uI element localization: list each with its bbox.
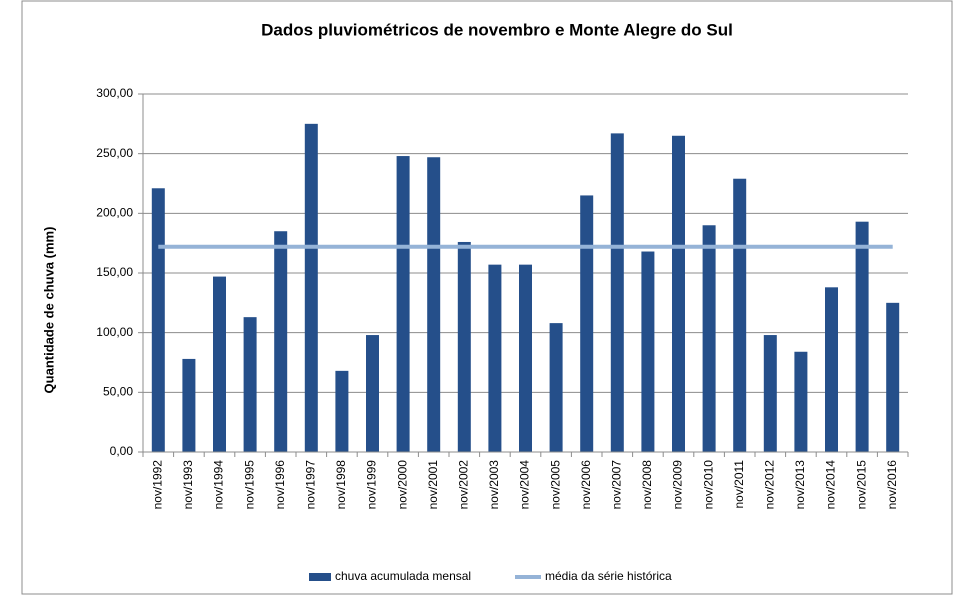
bar	[610, 133, 624, 452]
x-tick-label: nov/2013	[793, 460, 807, 510]
x-tick-label: nov/1998	[334, 460, 348, 510]
bar	[886, 302, 900, 452]
bar	[457, 241, 471, 452]
bar	[641, 251, 655, 452]
bar	[825, 287, 838, 452]
legend-label: chuva acumulada mensal	[335, 569, 471, 583]
x-tick-label: nov/2004	[518, 460, 532, 510]
bar	[519, 264, 532, 452]
x-tick-label: nov/2012	[762, 460, 776, 510]
x-tick-label: nov/1994	[212, 460, 226, 510]
bar	[488, 264, 502, 452]
x-tick-label: nov/1995	[242, 460, 256, 510]
bar	[274, 231, 288, 452]
x-tick-label: nov/1992	[150, 460, 164, 510]
chart-frame	[21, 0, 953, 595]
x-tick-label: nov/1997	[303, 460, 317, 510]
x-tick-label: nov/1996	[273, 460, 287, 510]
bar	[335, 370, 349, 452]
bar	[763, 335, 777, 452]
x-tick-label: nov/2010	[701, 460, 715, 510]
bar	[733, 178, 747, 452]
chart-title: Dados pluviométricos de novembro e Monte…	[261, 20, 733, 39]
bar	[243, 317, 257, 452]
bar	[151, 188, 165, 453]
bar	[366, 335, 379, 452]
x-tick-label: nov/1993	[181, 460, 195, 510]
bar	[396, 156, 410, 452]
y-tick-label: 100,00	[96, 325, 133, 339]
bar	[672, 135, 685, 452]
x-tick-label: nov/2008	[640, 460, 654, 510]
x-tick-label: nov/2016	[885, 460, 899, 510]
bar	[549, 323, 563, 452]
x-tick-label: nov/2002	[456, 460, 470, 510]
bar	[213, 276, 226, 452]
y-tick-label: 300,00	[96, 86, 133, 100]
legend-label: média da série histórica	[545, 569, 672, 583]
y-tick-label: 250,00	[96, 146, 133, 160]
bar	[794, 351, 808, 452]
x-tick-label: nov/2014	[824, 460, 838, 510]
x-tick-label: nov/2009	[671, 460, 685, 510]
y-axis-title: Quantidade de chuva (mm)	[41, 227, 56, 394]
x-tick-label: nov/2000	[395, 460, 409, 510]
bar	[702, 225, 716, 452]
y-tick-label: 200,00	[96, 206, 133, 220]
bar	[855, 221, 869, 452]
y-tick-label: 0,00	[110, 444, 134, 458]
legend-swatch	[309, 573, 331, 581]
x-tick-label: nov/2011	[732, 460, 746, 509]
x-tick-label: nov/2015	[854, 460, 868, 510]
x-tick-label: nov/2001	[426, 460, 440, 510]
x-tick-label: nov/2003	[487, 460, 501, 510]
x-tick-label: nov/2006	[579, 460, 593, 510]
x-tick-label: nov/1999	[365, 460, 379, 510]
bar	[580, 195, 594, 452]
x-tick-label: nov/2005	[548, 460, 562, 510]
x-tick-label: nov/2007	[609, 460, 623, 510]
y-tick-label: 50,00	[103, 385, 133, 399]
bar	[182, 358, 196, 452]
bar	[304, 123, 318, 452]
bar	[427, 157, 441, 452]
y-tick-label: 150,00	[96, 265, 133, 279]
